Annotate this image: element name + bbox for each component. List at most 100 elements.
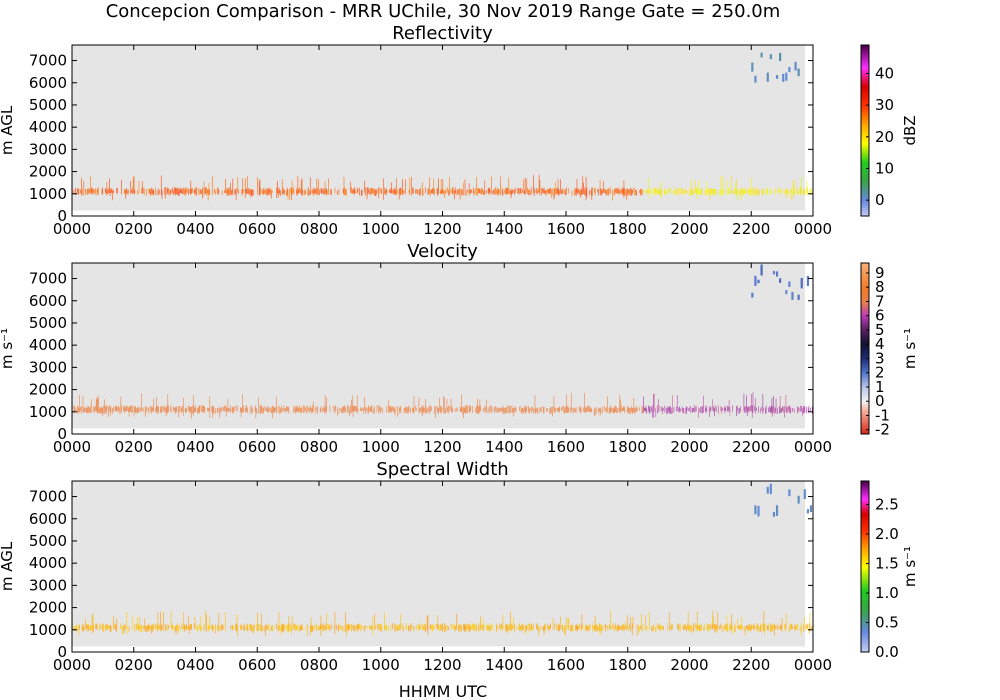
echo-cell [123, 625, 125, 630]
colorbar-segment [861, 192, 869, 196]
echo-cell [281, 408, 283, 413]
echo-cell [300, 407, 302, 413]
colorbar-segment [861, 547, 869, 550]
echo-cell [576, 623, 578, 632]
echo-cell [653, 393, 655, 413]
colorbar-segment [861, 335, 869, 339]
echo-cell [619, 394, 621, 413]
echo-cell [548, 189, 550, 194]
colorbar-segment [861, 183, 869, 187]
echo-cell [158, 624, 160, 630]
echo-cell [405, 625, 407, 630]
colorbar-segment [861, 324, 869, 328]
echo-cell [593, 408, 595, 416]
echo-cell [76, 188, 78, 194]
echo-cell [242, 394, 244, 413]
echo-cell [518, 625, 519, 630]
echo-cell [722, 175, 723, 196]
echo-cell [163, 405, 164, 411]
echo-cell [355, 405, 356, 412]
colorbar-segment [861, 391, 869, 394]
echo-cell [745, 626, 747, 636]
colorbar-segment [861, 59, 869, 63]
echo-cell [782, 73, 785, 82]
echo-cell [87, 188, 89, 196]
echo-cell [588, 405, 589, 413]
echo-cell [621, 187, 623, 196]
echo-cell [384, 190, 386, 194]
echo-cell [263, 188, 264, 195]
echo-cell [684, 624, 686, 631]
echo-cell [324, 624, 326, 630]
echo-cell [519, 623, 520, 631]
echo-cell [253, 623, 255, 631]
echo-cell [187, 626, 188, 630]
echo-cell [512, 625, 514, 630]
echo-cell [743, 189, 745, 195]
echo-cell [305, 405, 307, 414]
echo-cell [728, 400, 730, 413]
echo-cell [454, 187, 456, 193]
echo-cell [636, 624, 638, 636]
echo-cell [479, 624, 481, 631]
echo-cell [230, 405, 231, 413]
echo-cell [513, 617, 514, 630]
echo-cell [104, 187, 106, 193]
echo-cell [364, 396, 365, 411]
echo-cell [216, 407, 218, 414]
echo-cell [363, 407, 365, 414]
colorbar-segment [861, 431, 869, 435]
echo-cell [425, 624, 426, 632]
echo-cell [137, 618, 138, 630]
echo-cell [318, 179, 319, 195]
echo-cell [800, 187, 802, 194]
echo-cell [137, 624, 139, 632]
echo-cell [452, 187, 453, 194]
colorbar-segment [861, 517, 869, 520]
echo-cell [380, 187, 382, 194]
echo-cell [721, 188, 722, 196]
echo-cell [640, 625, 641, 630]
colorbar-segment [861, 604, 869, 608]
echo-cell [564, 625, 565, 635]
echo-cell [148, 623, 150, 632]
echo-cell [573, 408, 574, 414]
echo-cell [616, 406, 617, 414]
echo-cell [149, 625, 150, 632]
echo-cell [478, 406, 480, 414]
echo-cell [203, 181, 205, 196]
echo-cell [614, 626, 616, 632]
echo-cell [199, 624, 201, 631]
echo-cell [469, 406, 471, 413]
echo-cell [250, 624, 252, 631]
echo-cell [430, 624, 432, 630]
echo-cell [406, 623, 407, 631]
echo-cell [499, 407, 500, 412]
echo-cell [367, 625, 369, 630]
echo-cell [695, 623, 696, 629]
echo-cell [434, 406, 435, 414]
echo-cell [695, 405, 697, 412]
echo-cell [81, 624, 83, 631]
echo-cell [635, 408, 636, 413]
echo-cell [658, 188, 659, 195]
x-tick-label: 0000 [794, 656, 832, 674]
echo-cell [213, 625, 215, 630]
echo-cell [574, 407, 575, 413]
echo-cell [751, 292, 754, 298]
echo-cell [599, 407, 601, 416]
echo-cell [547, 624, 548, 630]
echo-cell [379, 624, 380, 632]
echo-cell [472, 187, 474, 194]
echo-cell [562, 624, 564, 631]
echo-cell [141, 187, 142, 194]
echo-cell [754, 275, 757, 286]
echo-cell [701, 623, 702, 632]
echo-cell [113, 623, 115, 629]
colorbar-segment [861, 423, 869, 426]
echo-cell [211, 405, 213, 418]
echo-cell [202, 187, 203, 199]
echo-cell [253, 625, 254, 634]
echo-cell [753, 624, 755, 630]
echo-cell [290, 187, 291, 194]
